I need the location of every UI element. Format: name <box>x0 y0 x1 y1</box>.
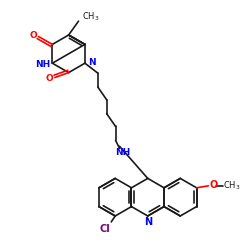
Text: N: N <box>88 58 96 67</box>
Text: CH$_3$: CH$_3$ <box>82 11 99 24</box>
Text: Cl: Cl <box>100 224 111 234</box>
Text: CH$_3$: CH$_3$ <box>224 180 241 192</box>
Text: NH: NH <box>115 148 130 157</box>
Text: NH: NH <box>35 60 50 69</box>
Text: O: O <box>30 31 38 40</box>
Text: O: O <box>46 74 54 83</box>
Text: N: N <box>144 217 152 227</box>
Text: O: O <box>209 180 218 190</box>
